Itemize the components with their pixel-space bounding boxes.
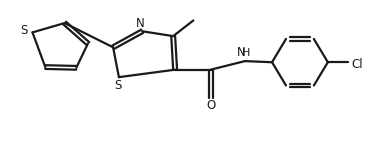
Text: S: S — [20, 24, 28, 37]
Text: O: O — [206, 99, 216, 112]
Text: H: H — [242, 48, 250, 58]
Text: N: N — [237, 46, 245, 59]
Text: N: N — [136, 17, 145, 30]
Text: Cl: Cl — [351, 58, 363, 71]
Text: S: S — [114, 79, 122, 92]
